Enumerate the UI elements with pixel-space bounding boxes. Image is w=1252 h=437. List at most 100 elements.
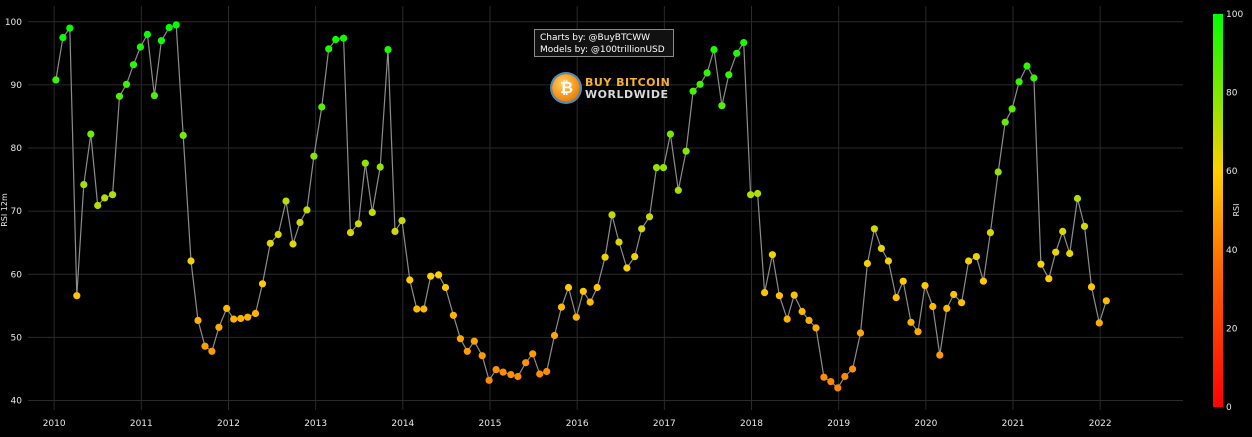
data-point: [258, 280, 267, 288]
x-tick-label: 2012: [217, 419, 240, 429]
data-point: [689, 87, 697, 95]
data-point: [478, 352, 486, 360]
data-point: [899, 277, 907, 285]
data-point: [775, 292, 784, 300]
data-point: [420, 305, 428, 313]
colorbar-gradient: [1213, 14, 1223, 407]
data-point: [870, 225, 879, 233]
colorbar-ticks: 0 20 40 60 80 100: [1226, 10, 1243, 413]
data-point: [1052, 248, 1060, 256]
data-point: [877, 244, 886, 252]
data-point: [529, 350, 537, 358]
data-point: [244, 313, 252, 321]
data-point: [965, 257, 973, 265]
data-point: [361, 159, 369, 167]
credits-line-1: Charts by: @BuyBTCWW: [540, 33, 650, 43]
y-tick-label: 90: [11, 81, 23, 91]
data-point: [150, 92, 158, 100]
data-point: [863, 259, 872, 268]
data-point: [805, 316, 813, 324]
data-point: [172, 21, 180, 29]
data-point: [1073, 194, 1082, 203]
rsi-series-line: [55, 24, 1107, 389]
data-point: [59, 34, 67, 42]
data-point: [914, 328, 922, 336]
data-point: [165, 23, 173, 32]
data-point: [892, 294, 900, 302]
data-point: [384, 46, 392, 54]
data-point: [601, 253, 609, 261]
data-point: [593, 283, 601, 292]
x-tick-label: 2010: [43, 419, 66, 429]
data-point: [522, 359, 530, 367]
data-point: [143, 30, 151, 38]
data-point: [820, 373, 828, 381]
data-point: [87, 130, 95, 138]
data-point: [638, 225, 646, 233]
x-tick-label: 2014: [391, 419, 414, 429]
data-point: [1015, 78, 1023, 86]
data-point: [659, 164, 668, 172]
data-point: [921, 282, 929, 290]
data-point: [682, 147, 690, 155]
x-tick-label: 2020: [914, 419, 937, 429]
logo-text-line-1: BUY BITCOIN: [585, 76, 671, 89]
data-point: [274, 230, 282, 239]
data-point: [435, 271, 443, 279]
data-point: [406, 276, 414, 284]
axis-layer: 40 50 60 70 80 90 100 2010 2011 2012 2013 2014 2015 2…: [5, 18, 1112, 429]
y-tick-label: 50: [11, 333, 23, 343]
data-point: [572, 313, 580, 321]
data-point: [790, 291, 798, 299]
x-tick-label: 2018: [740, 419, 763, 429]
data-point: [427, 272, 435, 280]
x-tick-label: 2021: [1002, 419, 1025, 429]
data-point: [768, 251, 777, 259]
colorbar-title: RSI: [1232, 204, 1241, 217]
data-point: [376, 163, 384, 171]
data-point: [958, 299, 966, 307]
data-point: [485, 376, 493, 384]
data-point: [230, 315, 238, 323]
colorbar-tick-label: 0: [1226, 403, 1232, 413]
data-point: [652, 164, 661, 172]
data-point: [340, 34, 348, 42]
data-point: [586, 298, 594, 306]
data-point: [579, 287, 587, 295]
data-point: [986, 229, 995, 237]
data-point: [282, 197, 290, 205]
data-point: [52, 76, 60, 84]
data-point: [456, 335, 464, 343]
data-point: [725, 71, 733, 79]
bitcoin-coin-icon: ₿: [552, 74, 580, 102]
data-point: [827, 378, 835, 386]
data-point: [703, 69, 711, 77]
data-point: [623, 264, 631, 272]
data-point: [1037, 260, 1045, 268]
data-point: [1080, 222, 1089, 230]
data-point: [266, 239, 274, 247]
data-point: [101, 194, 109, 202]
data-point: [136, 43, 144, 51]
data-point: [747, 191, 755, 199]
data-point: [215, 323, 223, 331]
data-point: [310, 152, 318, 160]
colorbar: 0 20 40 60 80 100 RSI: [1213, 10, 1243, 413]
x-tick-label: 2015: [479, 419, 502, 429]
data-point: [841, 372, 849, 381]
data-point: [645, 213, 654, 221]
data-point: [979, 277, 988, 285]
data-point: [856, 329, 865, 337]
data-point: [251, 309, 260, 317]
data-point: [1023, 62, 1031, 70]
data-point: [761, 289, 769, 297]
data-point: [929, 302, 937, 311]
data-point: [1001, 118, 1009, 126]
data-point: [398, 217, 406, 225]
y-tick-label: 40: [11, 397, 23, 407]
x-tick-label: 2017: [653, 419, 676, 429]
data-point: [740, 39, 748, 47]
data-point: [907, 318, 915, 326]
data-point: [1059, 227, 1067, 235]
